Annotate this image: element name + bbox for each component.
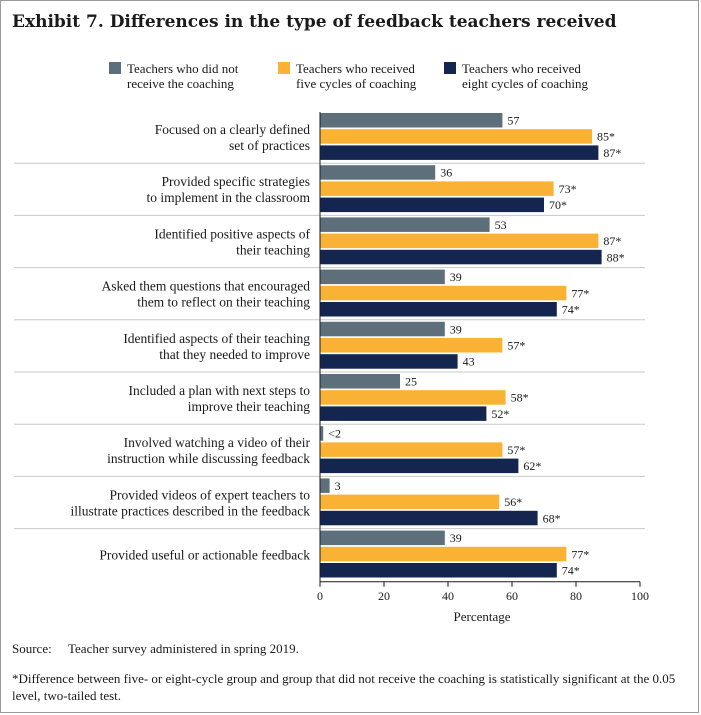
- category-label: Identified positive aspects of: [154, 226, 310, 241]
- value-label: 87*: [603, 234, 621, 248]
- x-tick-label: 80: [570, 589, 582, 603]
- legend-swatch-1: [109, 62, 121, 74]
- value-label: 39: [450, 531, 462, 545]
- bar-series-1: [320, 217, 490, 232]
- source-text: Teacher survey administered in spring 20…: [68, 641, 299, 656]
- value-label: 57*: [507, 339, 525, 353]
- bar-series-3: [320, 354, 458, 369]
- category-label: that they needed to improve: [159, 347, 310, 362]
- category-label: Included a plan with next steps to: [129, 383, 311, 398]
- value-label: 3: [335, 479, 341, 493]
- category-label: to implement in the classroom: [147, 190, 311, 205]
- category-label: Provided specific strategies: [162, 174, 310, 189]
- category-label: set of practices: [229, 138, 310, 153]
- legend-label-2-line-2: five cycles of coaching: [296, 76, 417, 91]
- value-label: 57*: [507, 443, 525, 457]
- category-label: Focused on a clearly defined: [155, 122, 310, 137]
- bar-series-1: [320, 426, 324, 441]
- source-note: Source: Teacher survey administered in sp…: [12, 641, 299, 657]
- value-label: 74*: [562, 564, 580, 578]
- x-tick-label: 20: [378, 589, 390, 603]
- bar-series-1: [320, 530, 445, 546]
- value-label: 62*: [523, 459, 541, 473]
- bar-series-3: [320, 145, 599, 160]
- bar-series-2: [320, 285, 567, 301]
- category-label: illustrate practices described in the fe…: [70, 503, 310, 518]
- category-label: Provided videos of expert teachers to: [109, 487, 310, 502]
- legend-label-1-line-1: Teachers who did not: [127, 61, 239, 76]
- bar-series-3: [320, 249, 602, 265]
- value-label: 87*: [603, 146, 621, 160]
- bar-series-3: [320, 563, 557, 578]
- value-label: 58*: [511, 391, 529, 405]
- category-label: Involved watching a video of their: [124, 435, 311, 450]
- category-label: instruction while discussing feedback: [107, 451, 310, 466]
- value-label: 25: [405, 375, 417, 389]
- value-label: 77*: [571, 286, 589, 300]
- bar-series-1: [320, 165, 436, 180]
- bar-series-3: [320, 197, 544, 213]
- category-label: Provided useful or actionable feedback: [99, 548, 310, 563]
- category-label: Identified aspects of their teaching: [123, 331, 310, 346]
- category-label: them to reflect on their teaching: [137, 295, 310, 310]
- source-label: Source:: [12, 641, 52, 656]
- value-label: 73*: [559, 182, 577, 196]
- legend-swatch-2: [278, 62, 290, 74]
- value-label: 52*: [491, 407, 509, 421]
- value-label: 74*: [562, 303, 580, 317]
- chart-title: Exhibit 7. Differences in the type of fe…: [12, 12, 617, 32]
- category-label: improve their teaching: [188, 399, 310, 414]
- value-label: 70*: [549, 198, 567, 212]
- bar-series-1: [320, 374, 400, 389]
- legend-swatch-3: [444, 62, 456, 74]
- legend-label-3-line-2: eight cycles of coaching: [462, 76, 588, 91]
- legend-label-3-line-1: Teachers who received: [462, 61, 581, 76]
- bar-series-2: [320, 233, 599, 249]
- value-label: 36: [440, 166, 452, 180]
- value-label: 56*: [504, 495, 522, 509]
- value-label: 43: [463, 355, 475, 369]
- bar-series-1: [320, 478, 330, 493]
- value-label: 39: [450, 322, 462, 336]
- category-label: Asked them questions that encouraged: [102, 279, 311, 294]
- value-label: 68*: [543, 511, 561, 525]
- category-label: their teaching: [236, 242, 310, 257]
- bar-series-2: [320, 494, 500, 510]
- value-label: 85*: [597, 130, 615, 144]
- x-tick-label: 0: [317, 589, 323, 603]
- legend-label-2-line-1: Teachers who received: [296, 61, 415, 76]
- bar-series-1: [320, 321, 445, 337]
- bar-series-3: [320, 406, 487, 421]
- bar-series-3: [320, 458, 519, 474]
- x-tick-label: 40: [442, 589, 454, 603]
- value-label: 39: [450, 270, 462, 284]
- bar-series-2: [320, 546, 567, 562]
- bar-series-2: [320, 338, 503, 353]
- bar-series-2: [320, 390, 506, 405]
- x-tick-label: 60: [506, 589, 518, 603]
- bar-series-1: [320, 269, 445, 285]
- value-label: <2: [328, 427, 341, 441]
- value-label: 77*: [571, 547, 589, 561]
- value-label: 53: [495, 218, 507, 232]
- footnote: *Difference between five- or eight-cycle…: [12, 671, 676, 703]
- bar-series-3: [320, 510, 538, 526]
- value-label: 57: [507, 114, 519, 128]
- value-label: 88*: [607, 250, 625, 264]
- bar-series-1: [320, 113, 503, 128]
- bar-series-2: [320, 181, 554, 196]
- x-axis-title: Percentage: [453, 609, 510, 624]
- legend-label-1-line-2: receive the coaching: [127, 76, 234, 91]
- bar-series-2: [320, 442, 503, 457]
- x-tick-label: 100: [631, 589, 649, 603]
- bar-series-2: [320, 129, 592, 144]
- bar-series-3: [320, 302, 557, 317]
